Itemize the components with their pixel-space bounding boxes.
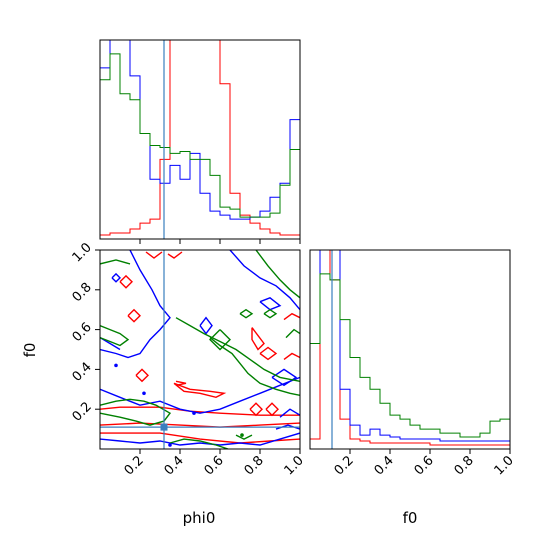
contour-dot-blue [168, 443, 172, 447]
truth-marker [160, 423, 168, 431]
contour-blue [271, 368, 298, 387]
contour-green [263, 308, 278, 319]
contour-red [145, 251, 163, 259]
contour-blue [275, 424, 300, 430]
x-tick-label-f0: 0.6 [412, 453, 437, 478]
x-tick-label-f0: 0.8 [452, 453, 477, 478]
x-tick-label-phi0: 0.8 [242, 453, 267, 478]
hist-phi0-series-group [100, 40, 300, 239]
contour-green [175, 317, 300, 382]
contour-dot-blue [192, 411, 196, 415]
y-axis-label-f0: f0 [21, 343, 39, 358]
contour-red [283, 352, 300, 360]
y-tick-label-f0: 0.6 [70, 320, 95, 345]
contour-panel-phi0-f0: 0.2 0.2 0.4 0.4 0.6 0.6 0.8 0.8 1.0 1.0 [70, 240, 307, 478]
x-tick-label-f0: 1.0 [492, 453, 517, 478]
y-tick-label-f0: 0.2 [70, 399, 95, 424]
x-axis-label-phi0: phi0 [183, 509, 216, 527]
contour-red [119, 274, 133, 289]
contour-green [285, 328, 300, 339]
contour-red [265, 402, 279, 417]
contour-blue [100, 250, 171, 359]
contour-red [135, 368, 149, 383]
x-tick-label-phi0: 0.4 [162, 453, 187, 478]
contour-green [209, 337, 300, 396]
hist-f0-series-red [310, 250, 510, 449]
hist-f0-panel: 0.2 0.4 0.6 0.8 1.0 [309, 249, 517, 478]
hist-phi0-series-blue [100, 40, 300, 239]
contour-blue [199, 316, 213, 335]
contour-blue [100, 432, 300, 446]
contour-red [283, 312, 300, 321]
contour-green [209, 329, 231, 351]
contour-red [259, 346, 278, 361]
hist-f0-series-blue [310, 250, 510, 449]
hist-f0-series-green [310, 273, 510, 449]
hist-phi0-panel [99, 39, 301, 244]
x-tick-label-phi0: 1.0 [282, 453, 307, 478]
hist-phi0-series-green [100, 53, 300, 239]
x-tick-label-phi0: 0.2 [122, 453, 147, 478]
contour-green [235, 434, 253, 440]
contour-red [167, 251, 183, 259]
contour-series-group [100, 250, 300, 449]
contour-red [251, 327, 265, 351]
x-tick-label-f0: 0.4 [372, 453, 397, 478]
contour-red [175, 380, 187, 386]
x-tick-label-f0: 0.2 [332, 453, 357, 478]
contour-blue [279, 408, 300, 418]
hist-f0-series-group [310, 250, 510, 449]
y-tick-label-f0: 1.0 [70, 240, 95, 265]
x-tick-label-phi0: 0.6 [202, 453, 227, 478]
contour-red [100, 422, 300, 428]
y-tick-label-f0: 0.4 [70, 360, 95, 385]
contour-green [255, 250, 300, 299]
contour-blue [229, 250, 300, 311]
y-tick-label-f0: 0.8 [70, 280, 95, 305]
contour-blue [100, 376, 300, 414]
contour-panel-frame [99, 249, 301, 450]
contour-green [169, 438, 229, 449]
hist-f0-frame [309, 249, 511, 450]
contour-red [127, 308, 141, 323]
contour-green [100, 259, 131, 265]
contour-dot-blue [142, 391, 146, 396]
contour-red [173, 382, 227, 399]
contour-dot-blue [114, 363, 118, 368]
contour-green [100, 398, 172, 426]
contour-dot-green [240, 433, 244, 437]
contour-blue [111, 272, 121, 283]
contour-green [100, 324, 130, 347]
hist-phi0-series-red [100, 40, 300, 239]
x-axis-label-f0: f0 [403, 509, 418, 527]
hist-phi0-frame [99, 39, 301, 240]
contour-green [239, 308, 254, 319]
contour-red [249, 402, 263, 417]
contour-blue [259, 297, 282, 311]
